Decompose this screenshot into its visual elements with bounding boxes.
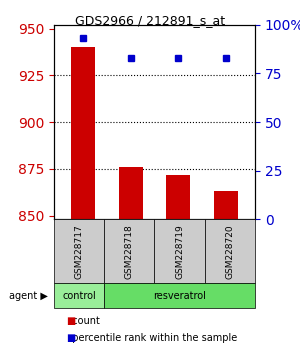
Text: GDS2966 / 212891_s_at: GDS2966 / 212891_s_at bbox=[75, 14, 225, 27]
Text: agent ▶: agent ▶ bbox=[9, 291, 48, 301]
Text: GSM228718: GSM228718 bbox=[125, 224, 134, 279]
Text: count: count bbox=[66, 316, 100, 326]
Text: percentile rank within the sample: percentile rank within the sample bbox=[66, 333, 237, 343]
Text: GSM228717: GSM228717 bbox=[75, 224, 84, 279]
Bar bbox=[71, 47, 95, 219]
Text: ■: ■ bbox=[66, 333, 75, 343]
Bar bbox=[167, 175, 191, 219]
Text: resveratrol: resveratrol bbox=[153, 291, 206, 301]
Bar bbox=[118, 167, 142, 219]
Text: ■: ■ bbox=[66, 316, 75, 326]
Bar bbox=[214, 192, 238, 219]
Text: control: control bbox=[62, 291, 96, 301]
Text: GSM228720: GSM228720 bbox=[225, 224, 234, 279]
Text: GSM228719: GSM228719 bbox=[175, 224, 184, 279]
